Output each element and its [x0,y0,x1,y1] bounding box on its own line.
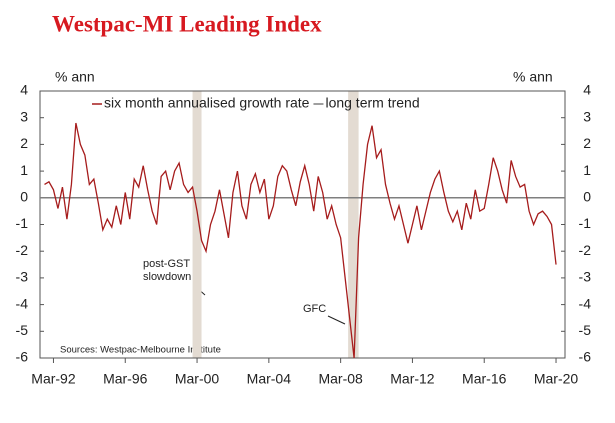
y2-tick-label: -1 [579,215,592,231]
y2-axis-label: % ann [513,69,553,85]
x-tick-label: Mar-00 [175,371,220,387]
y-tick-label: -4 [16,295,29,311]
shaded-period [348,91,359,358]
y2-tick-label: -6 [579,349,592,365]
y-tick-label: -3 [16,269,29,285]
y-tick-label: 0 [20,189,28,205]
y-tick-label: 1 [20,162,28,178]
y2-tick-label: 4 [583,82,591,98]
y-tick-label: 4 [20,82,28,98]
y-axis-label: % ann [55,69,95,85]
y2-tick-label: -5 [579,322,592,338]
x-tick-label: Mar-04 [247,371,292,387]
annotation: GFC [303,303,326,315]
data-line [44,122,557,359]
y2-tick-label: 2 [583,135,591,151]
annotation: slowdown [143,271,191,283]
x-tick-label: Mar-92 [31,371,76,387]
plot-frame [39,90,566,359]
x-tick-label: Mar-08 [318,371,363,387]
y2-tick-label: 3 [583,108,591,124]
y-tick-label: -6 [16,349,29,365]
y-tick-label: -1 [16,215,29,231]
y2-tick-label: 1 [583,162,591,178]
y2-tick-label: -2 [579,242,592,258]
shaded-period [192,91,202,358]
legend-label: six month annualised growth rate [104,95,310,111]
source-note: Sources: Westpac-Melbourne Institute [60,345,221,356]
y2-tick-label: -3 [579,269,592,285]
y-tick-label: 3 [20,108,28,124]
annotation: post-GST [143,258,190,270]
y2-tick-label: -4 [579,295,592,311]
y-tick-label: 2 [20,135,28,151]
y2-tick-label: 0 [583,189,591,205]
x-tick-label: Mar-96 [103,371,148,387]
x-tick-label: Mar-12 [390,371,435,387]
x-tick-label: Mar-20 [534,371,579,387]
legend-label: long term trend [325,95,419,111]
annotation-line [327,315,346,325]
y-tick-label: -2 [16,242,29,258]
chart-title: Westpac-MI Leading Index [52,11,322,36]
y-tick-label: -5 [16,322,29,338]
x-tick-label: Mar-16 [462,371,507,387]
